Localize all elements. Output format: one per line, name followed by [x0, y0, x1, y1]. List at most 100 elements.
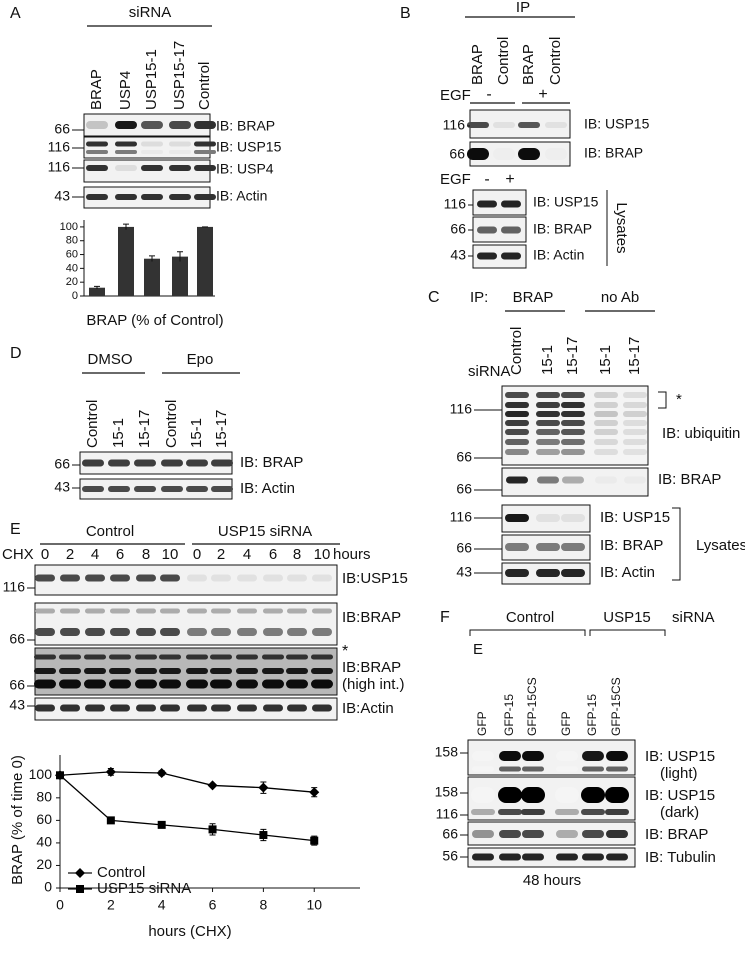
band [606, 830, 628, 838]
band [286, 679, 308, 689]
band [594, 439, 618, 445]
group-label: no Ab [601, 289, 639, 306]
band [561, 514, 585, 522]
band [194, 121, 216, 129]
hour-label: 4 [91, 546, 99, 563]
band [472, 751, 494, 761]
band [594, 429, 618, 435]
mw-marker: 66 [456, 540, 472, 556]
mw-marker: 43 [54, 479, 70, 495]
band [59, 668, 81, 674]
group-label: DMSO [88, 351, 133, 368]
band [194, 150, 216, 154]
band [85, 574, 105, 582]
y-tick-label: 100 [60, 221, 78, 233]
treatment: - [484, 171, 489, 188]
band [82, 486, 104, 492]
band [86, 150, 108, 154]
band [311, 654, 333, 660]
mw-marker: 43 [54, 188, 70, 204]
band [141, 165, 163, 171]
blot-label: IB: BRAP [645, 826, 708, 843]
band [506, 476, 528, 484]
band [536, 543, 560, 551]
band [141, 150, 163, 154]
band [84, 668, 106, 674]
band [556, 830, 578, 838]
band [582, 853, 604, 861]
band [84, 654, 106, 660]
data-point [157, 820, 166, 829]
band [555, 787, 579, 803]
header: IP [516, 0, 530, 16]
mw-marker: 66 [442, 826, 458, 842]
band [134, 459, 156, 467]
band [84, 679, 106, 689]
mw-marker: 66 [450, 221, 466, 237]
bar [118, 226, 134, 296]
band [536, 569, 560, 577]
band [211, 486, 233, 492]
lysates-label: Lysates [696, 537, 745, 554]
band [499, 751, 521, 761]
band [262, 679, 284, 689]
band [115, 121, 137, 129]
lane-label: 15-1 [539, 345, 556, 375]
asterisk: * [676, 391, 682, 408]
band [109, 668, 131, 674]
band [263, 628, 283, 636]
band [211, 628, 231, 636]
band [169, 165, 191, 171]
blot-label: IB: Tubulin [645, 849, 716, 866]
hour-label: 2 [66, 546, 74, 563]
band [59, 679, 81, 689]
panel-label: F [440, 609, 450, 626]
blot-label: IB: Actin [240, 480, 295, 497]
band [169, 141, 191, 147]
band [498, 809, 522, 815]
legend-label: USP15 siRNA [97, 880, 191, 897]
band [159, 679, 181, 689]
band [501, 200, 521, 208]
blot-label: IB: USP15 [584, 116, 650, 132]
treatment: - [486, 86, 491, 103]
band [505, 420, 529, 426]
hours-unit: hours [333, 546, 371, 563]
band [521, 809, 545, 815]
mw-marker: 116 [48, 139, 71, 155]
band [521, 787, 545, 803]
lane-label: BRAP [469, 44, 486, 85]
band [493, 122, 515, 128]
band [536, 402, 560, 408]
band [477, 200, 497, 208]
band [471, 787, 495, 803]
data-point [105, 766, 116, 777]
band [211, 459, 233, 467]
band [110, 608, 130, 614]
blot-label: IB:USP15 [342, 570, 408, 587]
y-tick-label: 80 [36, 789, 52, 805]
y-tick-label: 60 [36, 811, 52, 827]
band [159, 654, 181, 660]
band [472, 830, 494, 838]
mw-marker: 116 [3, 579, 26, 595]
band [536, 449, 560, 455]
band [472, 766, 494, 772]
band [161, 459, 183, 467]
band [262, 654, 284, 660]
lane-label: USP15-1 [143, 49, 160, 110]
band [505, 514, 529, 522]
hour-label: 6 [116, 546, 124, 563]
lane-label: Control [163, 400, 180, 448]
lane-label: GFP [559, 711, 573, 736]
lane-label: Control [84, 400, 101, 448]
band [286, 654, 308, 660]
blot-label: IB: Actin [216, 188, 267, 204]
mw-marker: 158 [435, 784, 459, 800]
band [595, 476, 617, 484]
band [606, 751, 628, 761]
panel-label: D [10, 345, 22, 362]
blot-label: IB: BRAP [533, 221, 592, 237]
y-tick-label: 40 [66, 262, 78, 274]
band [210, 668, 232, 674]
